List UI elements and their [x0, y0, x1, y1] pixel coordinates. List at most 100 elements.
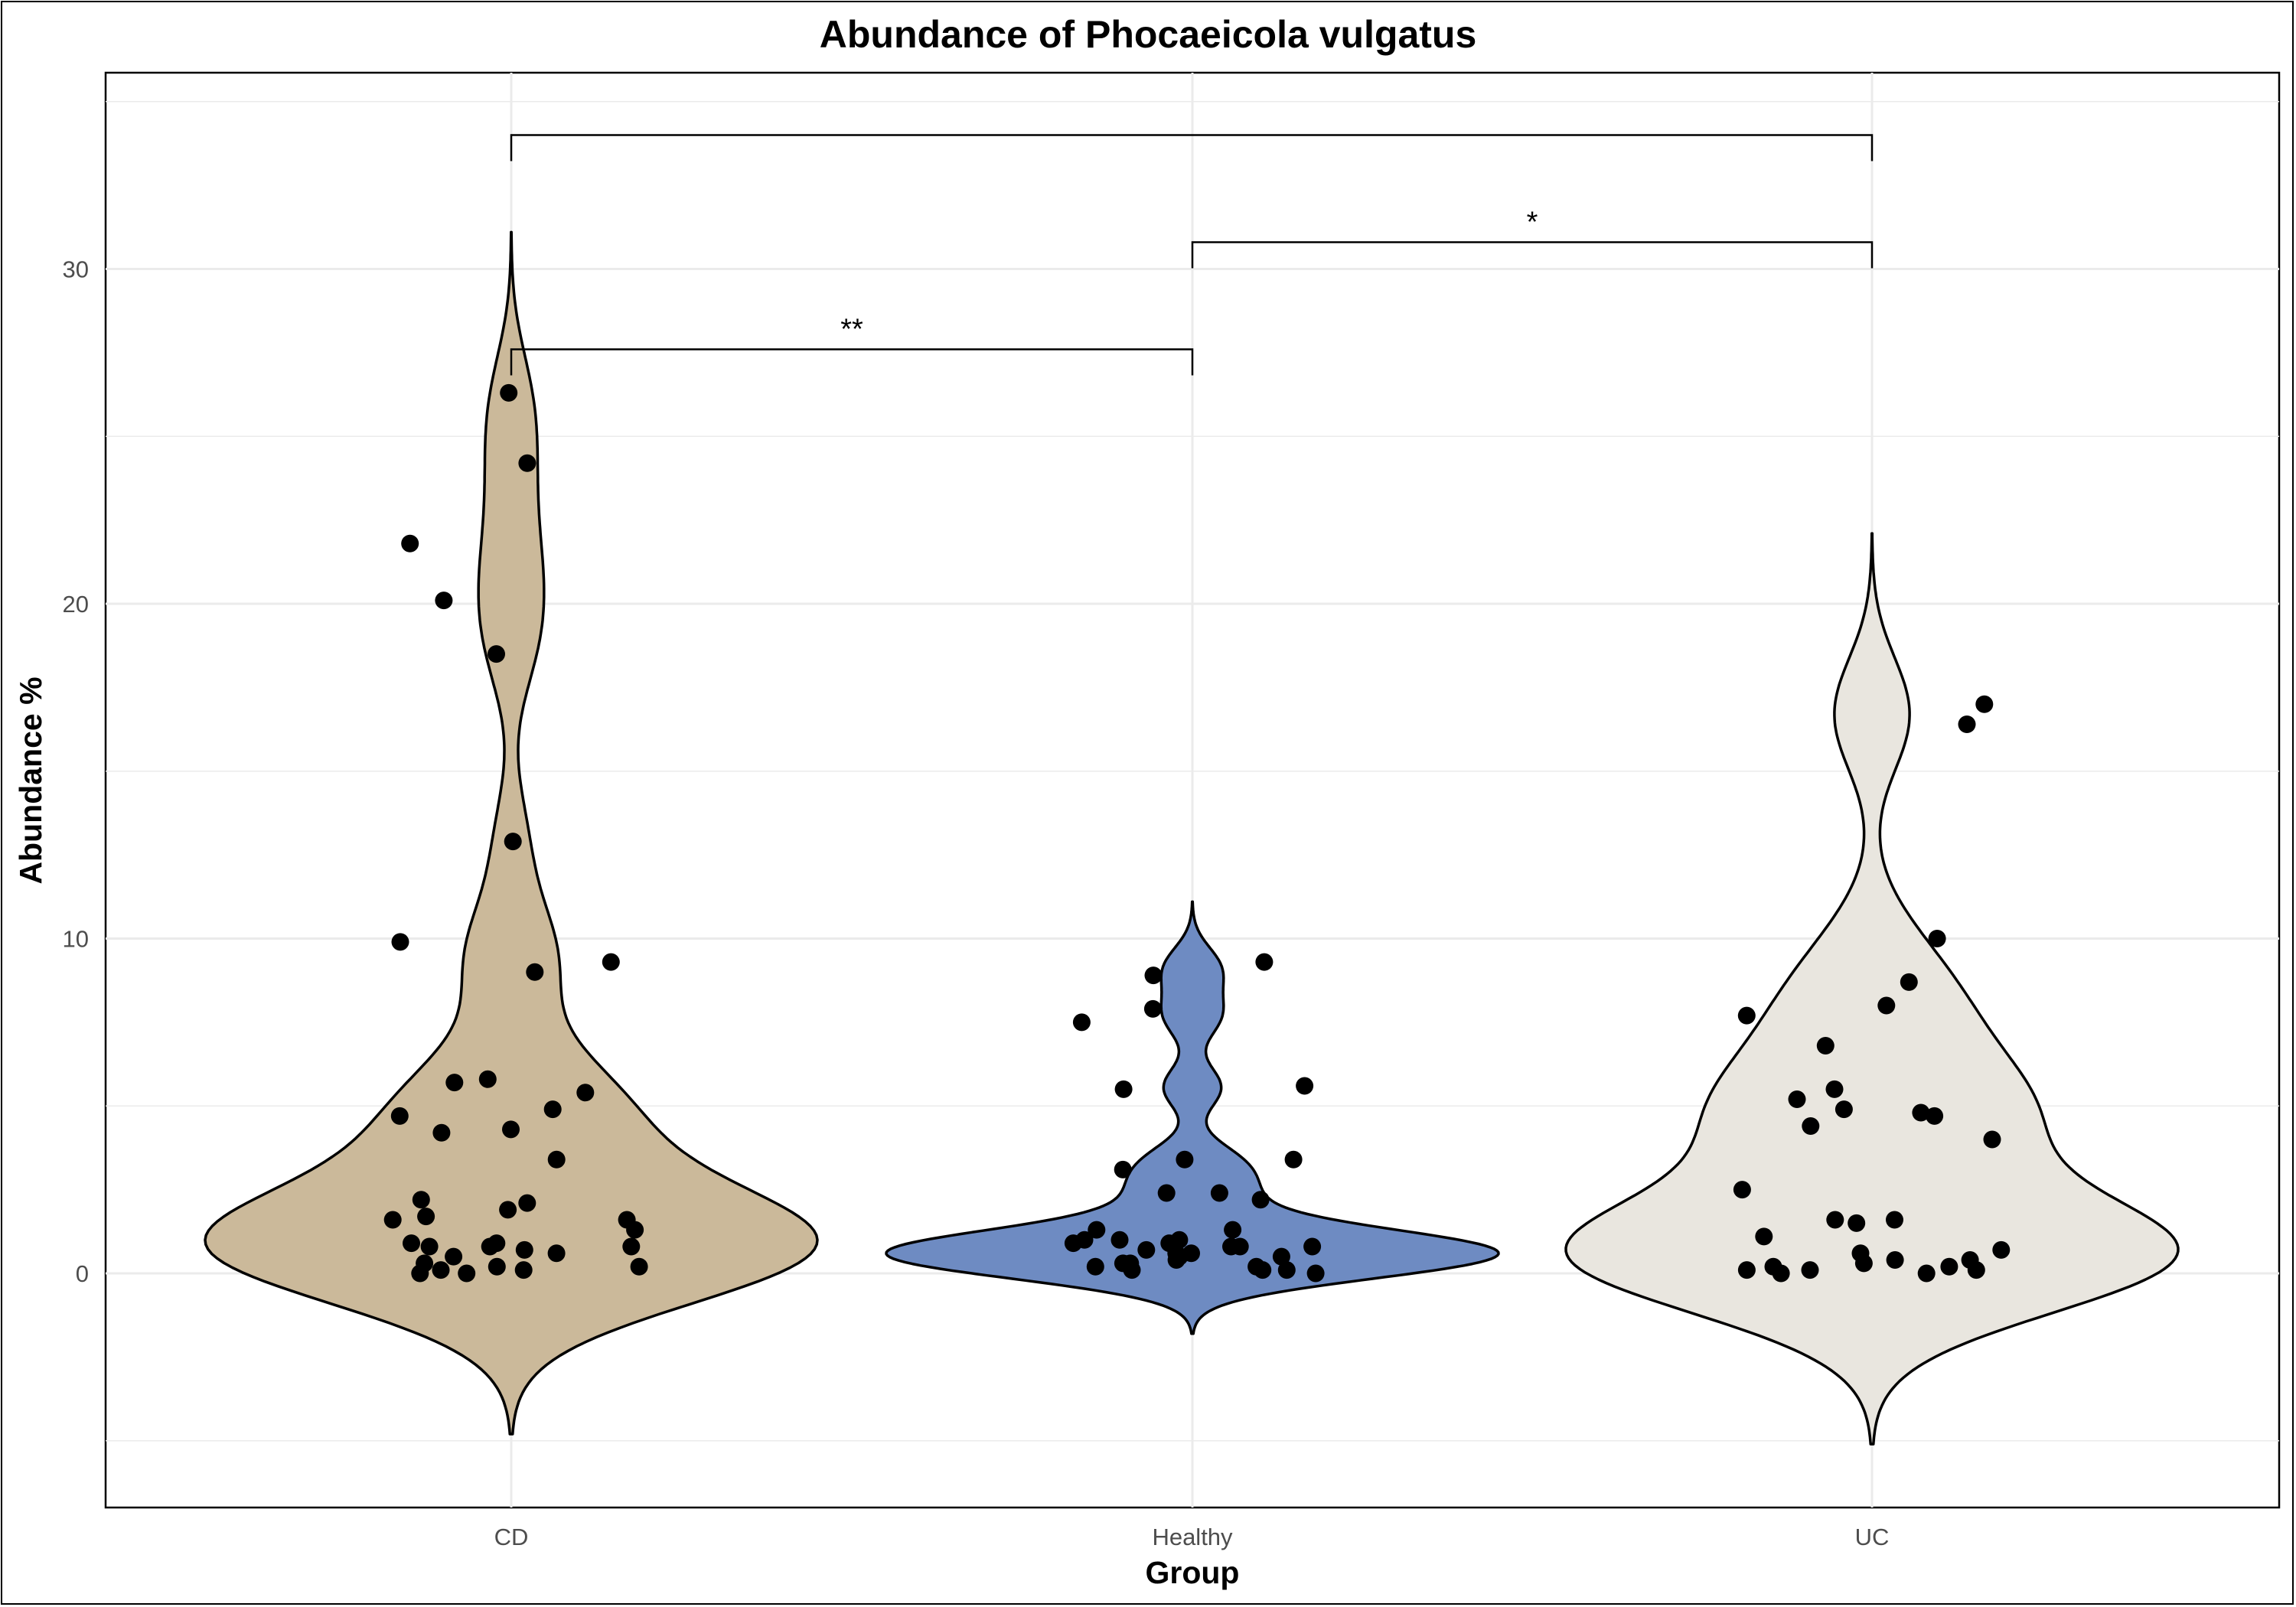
data-point-healthy — [1088, 1221, 1106, 1239]
data-point-healthy — [1086, 1257, 1104, 1276]
x-tick-label: UC — [1855, 1524, 1890, 1550]
data-point-uc — [1737, 1261, 1756, 1279]
data-point-uc — [1801, 1261, 1819, 1279]
data-point-healthy — [1123, 1261, 1141, 1279]
data-point-cd — [391, 933, 409, 951]
data-point-cd — [543, 1100, 562, 1119]
data-point-cd — [458, 1264, 476, 1283]
data-point-cd — [526, 963, 544, 981]
data-point-cd — [602, 953, 620, 971]
data-point-cd — [626, 1221, 644, 1239]
data-point-cd — [390, 1107, 409, 1125]
data-point-uc — [1835, 1100, 1853, 1119]
data-point-uc — [1928, 930, 1946, 947]
data-point-cd — [630, 1257, 648, 1276]
data-point-healthy — [1251, 1191, 1270, 1209]
x-tick-label: CD — [494, 1524, 529, 1550]
data-point-uc — [1802, 1117, 1820, 1135]
y-axis-title: Abundance % — [13, 676, 48, 884]
data-point-cd — [403, 1234, 420, 1253]
data-point-cd — [502, 1120, 520, 1139]
data-point-uc — [1940, 1257, 1958, 1276]
y-tick-label: 30 — [63, 256, 89, 283]
y-tick-label: 0 — [76, 1260, 89, 1287]
significance-bracket — [1191, 241, 1874, 269]
data-point-healthy — [1144, 966, 1163, 985]
data-point-cd — [515, 1240, 533, 1259]
data-point-cd — [514, 1261, 533, 1279]
data-point-uc — [1825, 1080, 1844, 1098]
data-point-cd — [488, 1257, 506, 1276]
significance-bracket — [510, 134, 1874, 161]
data-point-healthy — [1255, 953, 1274, 971]
data-point-healthy — [1157, 1184, 1176, 1202]
data-point-healthy — [1137, 1240, 1156, 1259]
data-point-cd — [478, 1070, 497, 1088]
significance-bracket — [510, 348, 1194, 376]
data-point-uc — [1886, 1251, 1904, 1269]
data-point-cd — [412, 1191, 430, 1209]
violin-uc — [1564, 532, 2180, 1446]
data-point-uc — [1967, 1261, 1985, 1279]
data-point-cd — [518, 1194, 536, 1212]
data-point-cd — [420, 1237, 439, 1256]
violin-healthy — [885, 900, 1500, 1335]
data-point-healthy — [1210, 1184, 1228, 1202]
data-point-uc — [1877, 996, 1896, 1015]
data-point-cd — [401, 534, 419, 553]
data-point-cd — [481, 1237, 499, 1256]
data-point-healthy — [1176, 1150, 1194, 1169]
data-point-uc — [1733, 1181, 1751, 1199]
data-point-cd — [445, 1074, 464, 1092]
data-point-healthy — [1114, 1080, 1133, 1098]
data-point-uc — [1912, 1103, 1930, 1122]
x-axis-title: Group — [1146, 1555, 1240, 1590]
data-point-uc — [1992, 1240, 2011, 1259]
data-point-healthy — [1277, 1261, 1296, 1279]
y-tick-label: 10 — [63, 926, 89, 953]
data-point-uc — [1737, 1006, 1756, 1025]
data-point-healthy — [1110, 1231, 1129, 1249]
data-point-healthy — [1284, 1150, 1303, 1169]
data-point-cd — [488, 645, 505, 663]
data-point-uc — [1917, 1264, 1936, 1283]
data-points — [383, 383, 2011, 1283]
chart-title: Abundance of Phocaeicola vulgatus — [820, 13, 1477, 56]
data-point-cd — [576, 1084, 595, 1102]
data-point-uc — [1854, 1254, 1873, 1273]
x-tick-label: Healthy — [1152, 1524, 1233, 1550]
data-point-healthy — [1272, 1247, 1290, 1266]
data-point-healthy — [1064, 1234, 1082, 1253]
data-point-uc — [1826, 1211, 1844, 1229]
data-point-cd — [547, 1150, 566, 1169]
data-point-healthy — [1254, 1261, 1272, 1279]
data-point-uc — [1926, 1107, 1944, 1125]
data-point-healthy — [1296, 1077, 1314, 1095]
significance-brackets: *** — [510, 134, 1874, 376]
data-point-healthy — [1306, 1264, 1325, 1283]
data-point-cd — [432, 1123, 451, 1142]
data-point-uc — [1755, 1227, 1773, 1246]
data-point-healthy — [1143, 999, 1162, 1018]
data-point-healthy — [1224, 1221, 1242, 1239]
data-point-healthy — [1303, 1237, 1322, 1256]
data-point-healthy — [1222, 1237, 1240, 1256]
data-point-cd — [383, 1211, 402, 1229]
data-point-cd — [547, 1244, 566, 1263]
data-point-uc — [1983, 1130, 2001, 1149]
data-point-cd — [499, 1201, 517, 1219]
data-point-uc — [1848, 1214, 1866, 1232]
data-point-cd — [435, 592, 453, 610]
data-point-cd — [445, 1247, 463, 1266]
data-point-uc — [1816, 1037, 1835, 1054]
data-point-cd — [411, 1264, 429, 1283]
data-point-uc — [1958, 715, 1976, 733]
significance-label: ** — [840, 314, 863, 346]
data-point-cd — [518, 454, 536, 472]
y-tick-label: 20 — [63, 591, 89, 618]
data-point-uc — [1788, 1090, 1806, 1108]
data-point-uc — [1900, 973, 1918, 991]
data-point-cd — [417, 1208, 435, 1226]
data-point-healthy — [1072, 1013, 1091, 1032]
